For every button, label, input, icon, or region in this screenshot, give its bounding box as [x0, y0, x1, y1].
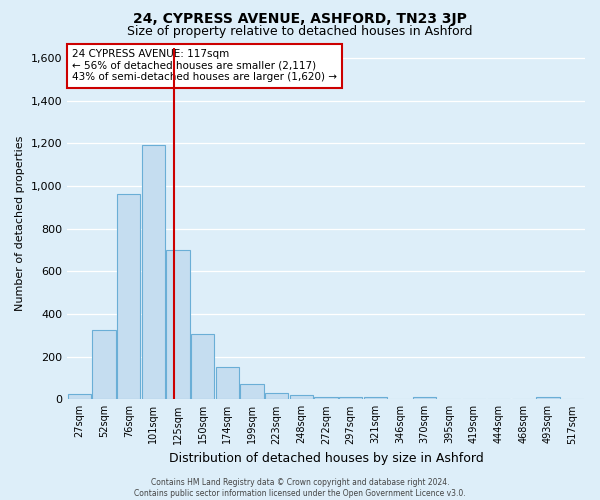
Bar: [241, 384, 264, 400]
Bar: [142, 144, 165, 400]
Bar: [215, 368, 239, 400]
Bar: [191, 334, 214, 400]
Bar: [92, 330, 116, 400]
Bar: [166, 250, 190, 400]
Bar: [290, 396, 313, 400]
Bar: [413, 396, 436, 400]
Bar: [68, 394, 91, 400]
Text: 24 CYPRESS AVENUE: 117sqm
← 56% of detached houses are smaller (2,117)
43% of se: 24 CYPRESS AVENUE: 117sqm ← 56% of detac…: [72, 50, 337, 82]
Text: 24, CYPRESS AVENUE, ASHFORD, TN23 3JP: 24, CYPRESS AVENUE, ASHFORD, TN23 3JP: [133, 12, 467, 26]
Text: Size of property relative to detached houses in Ashford: Size of property relative to detached ho…: [127, 25, 473, 38]
Bar: [339, 397, 362, 400]
Y-axis label: Number of detached properties: Number of detached properties: [15, 136, 25, 311]
Bar: [364, 397, 387, 400]
Bar: [536, 396, 560, 400]
Bar: [117, 194, 140, 400]
X-axis label: Distribution of detached houses by size in Ashford: Distribution of detached houses by size …: [169, 452, 484, 465]
Bar: [265, 393, 289, 400]
Bar: [314, 396, 338, 400]
Text: Contains HM Land Registry data © Crown copyright and database right 2024.
Contai: Contains HM Land Registry data © Crown c…: [134, 478, 466, 498]
